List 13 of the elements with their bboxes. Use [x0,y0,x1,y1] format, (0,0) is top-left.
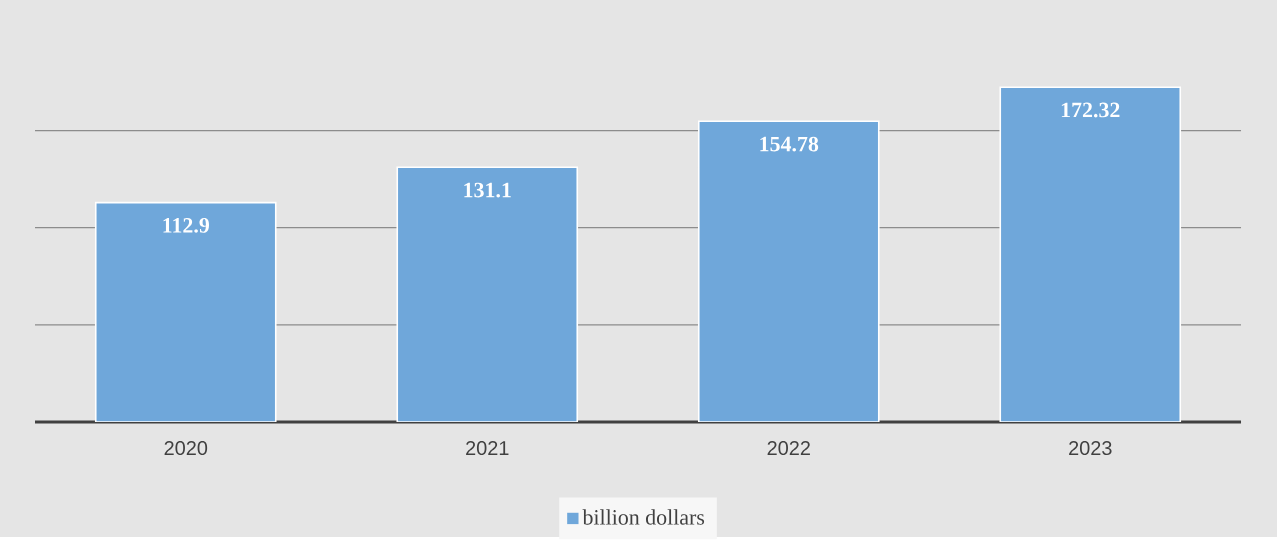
bar [697,120,880,423]
data-label: 131.1 [464,182,511,198]
x-tick-label: 2023 [1069,441,1112,456]
bar [999,86,1182,423]
x-tick-label: 2020 [164,441,208,456]
data-label: 154.78 [760,136,819,152]
legend-label: billion dollars [582,509,705,526]
data-label: 172.32 [1061,102,1120,118]
x-tick-label: 2022 [767,441,810,456]
bar [396,166,579,423]
data-label: 112.9 [163,218,209,234]
bar [94,202,277,423]
x-tick-label: 2021 [466,441,509,456]
